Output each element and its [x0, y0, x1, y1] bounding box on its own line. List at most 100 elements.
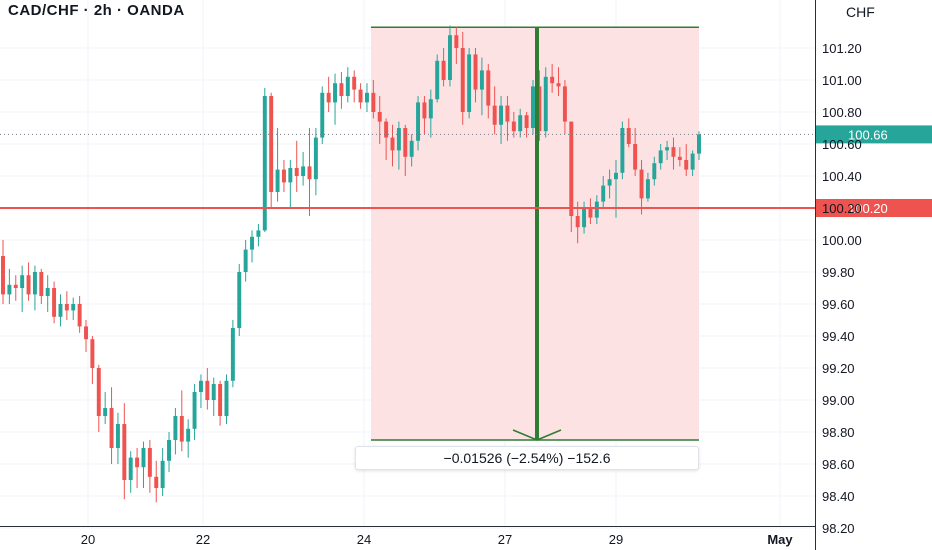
y-tick-label: 100.20	[822, 201, 862, 216]
candle-body	[697, 134, 701, 154]
candle	[454, 27, 459, 64]
candle	[569, 121, 574, 232]
candle-body	[326, 92, 331, 103]
y-tick-label: 100.60	[822, 137, 862, 152]
candle-body	[677, 156, 682, 160]
candle	[358, 83, 363, 109]
candle-body	[441, 60, 446, 80]
candle	[269, 92, 274, 208]
candle-body	[377, 112, 382, 122]
candle-body	[492, 105, 497, 125]
candle-body	[58, 304, 63, 317]
candle	[620, 121, 625, 180]
x-tick-label: 22	[196, 532, 210, 547]
candle-body	[371, 92, 376, 112]
measure-result-label: −0.01526 (−2.54%) −152.6	[355, 446, 699, 470]
candle	[594, 195, 599, 224]
y-tick-label: 101.20	[822, 41, 862, 56]
measure-arrow-head	[512, 429, 562, 441]
candle	[428, 89, 433, 138]
candle-body	[205, 380, 210, 400]
candle-body	[658, 150, 663, 164]
candle-body	[582, 208, 587, 228]
candle	[537, 70, 542, 141]
candle	[262, 88, 267, 232]
candle-body	[96, 368, 101, 416]
candle	[275, 128, 280, 202]
candle	[307, 128, 312, 216]
current-price-tag	[816, 125, 932, 144]
y-tick-label: 99.80	[822, 265, 855, 280]
candle-body	[281, 169, 286, 183]
y-tick-label: 98.60	[822, 457, 855, 472]
candle	[288, 160, 293, 208]
candle-body	[601, 185, 606, 202]
candle	[384, 118, 389, 160]
candle	[90, 336, 95, 384]
candle-body	[607, 179, 612, 186]
candle	[301, 152, 306, 186]
candle-body	[173, 416, 178, 440]
candle	[128, 451, 133, 493]
y-tick-label: 100.00	[822, 233, 862, 248]
candle-body	[84, 326, 88, 340]
candle-body	[45, 288, 50, 296]
candle	[690, 150, 695, 176]
candle	[684, 144, 689, 176]
candle	[652, 156, 657, 186]
candle-body	[467, 54, 472, 112]
candle-body	[396, 128, 401, 151]
candle-body	[154, 476, 159, 488]
candle-body	[626, 128, 631, 144]
candle	[460, 32, 465, 125]
candle-body	[13, 284, 18, 288]
candle-body	[141, 448, 146, 468]
candle	[677, 147, 682, 167]
candle-body	[64, 304, 69, 311]
candle-body	[167, 440, 171, 461]
candle	[192, 384, 197, 440]
candle-body	[620, 128, 625, 173]
candle	[403, 124, 408, 176]
candle-body	[460, 48, 465, 112]
candle	[671, 137, 676, 170]
candle-body	[645, 179, 650, 199]
candle	[467, 48, 472, 119]
candle	[77, 296, 82, 333]
candle	[71, 297, 76, 320]
candle-body	[218, 384, 223, 416]
candle	[20, 265, 25, 312]
candle-body	[364, 92, 369, 103]
y-tick-label: 99.60	[822, 297, 855, 312]
candle-body	[128, 457, 133, 480]
candle	[626, 118, 631, 148]
candle	[511, 112, 516, 138]
candle-body	[390, 137, 395, 151]
candle-body	[435, 60, 440, 100]
candle	[84, 320, 88, 352]
candle	[639, 160, 644, 215]
candle-body	[454, 35, 459, 48]
candle	[390, 124, 395, 167]
candle	[607, 169, 612, 199]
horizontal-line-price-label: 100.20	[848, 201, 888, 216]
candle-body	[52, 288, 57, 317]
candle	[45, 275, 50, 312]
candle-body	[198, 380, 203, 392]
candle-body	[690, 153, 695, 170]
candle-body	[518, 115, 523, 132]
candle	[422, 96, 427, 135]
candle	[224, 374, 229, 424]
candle	[492, 86, 497, 135]
candle-body	[358, 89, 363, 103]
candle	[198, 374, 203, 408]
candle-body	[320, 92, 325, 138]
candle-body	[103, 408, 108, 416]
candle-body	[115, 424, 120, 448]
candle	[58, 294, 63, 327]
candle	[352, 70, 357, 103]
candle	[645, 172, 650, 202]
candle-body	[160, 460, 165, 488]
